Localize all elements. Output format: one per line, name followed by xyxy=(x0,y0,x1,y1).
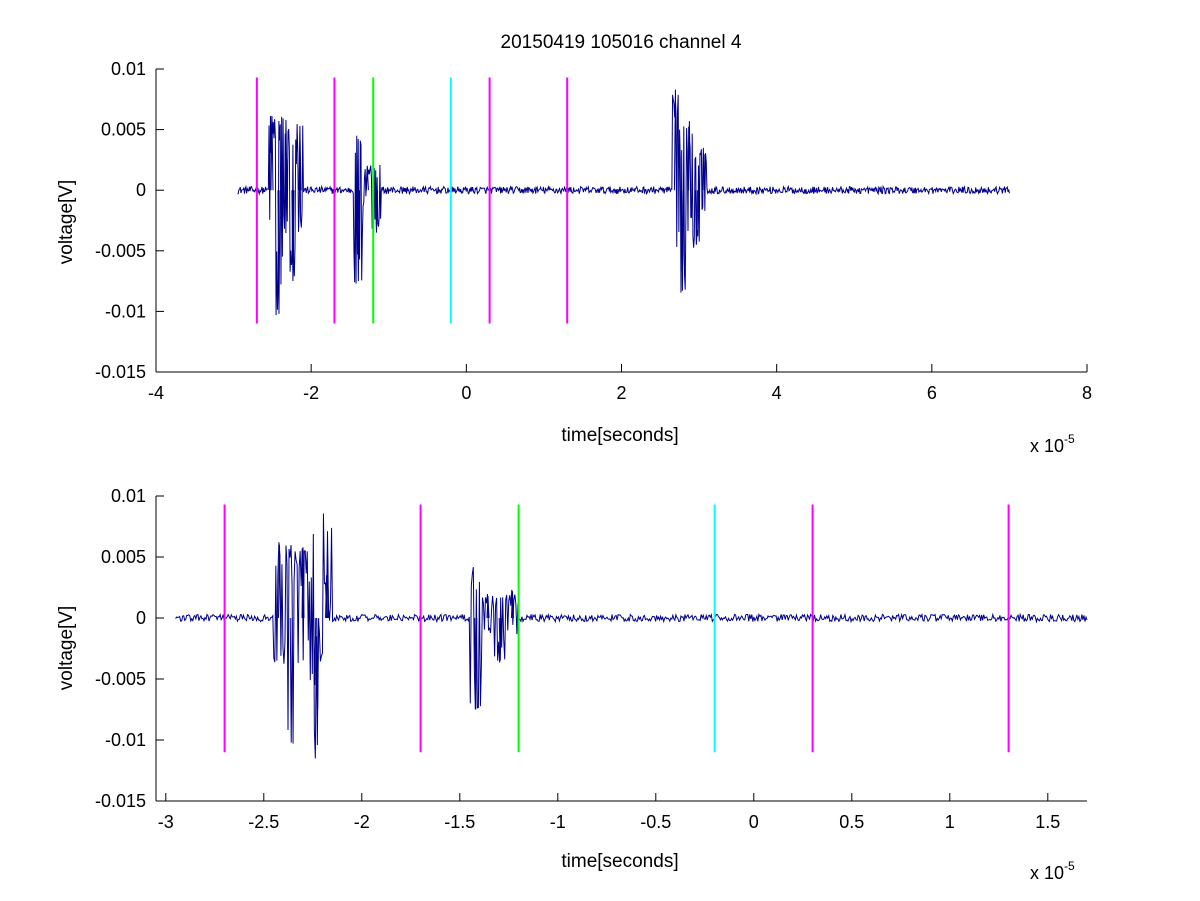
bottom-plot-xtick-label: 1.5 xyxy=(1035,812,1060,832)
bottom-plot-xtick-label: -2 xyxy=(354,812,370,832)
bottom-plot-signal-line xyxy=(175,513,1088,759)
top-plot-xtick-label: -4 xyxy=(148,383,164,403)
top-plot-xtick-label: 8 xyxy=(1082,383,1092,403)
bottom-plot-ytick-label: -0.015 xyxy=(95,791,146,811)
top-plot-xlabel: time[seconds] xyxy=(561,425,678,446)
bottom-plot-ytick-label: 0 xyxy=(136,608,146,628)
bottom-plot-xtick-label: 0 xyxy=(749,812,759,832)
bottom-plot-x-exponent-base: x 10 xyxy=(1030,863,1064,883)
top-plot-x-exponent-base: x 10 xyxy=(1030,436,1064,456)
bottom-plot-xtick-label: 0.5 xyxy=(839,812,864,832)
top-plot-ytick-label: 0.005 xyxy=(101,120,146,140)
bottom-plot-axis-frame xyxy=(155,496,1087,802)
top-plot-ytick-label: -0.015 xyxy=(95,362,146,382)
bottom-plot-ytick-label: 0.005 xyxy=(101,547,146,567)
bottom-plot-ytick-label: -0.005 xyxy=(95,669,146,689)
top-plot-ylabel: voltage[V] xyxy=(56,180,77,265)
bottom-plot-xtick-label: -0.5 xyxy=(640,812,671,832)
top-plot-x-exponent: x 10-5 xyxy=(1030,432,1075,456)
bottom-plot-ylabel: voltage[V] xyxy=(56,606,77,691)
bottom-plot: -3 -2.5 -2 -1.5 -1 -0.5 0 0.5 1 1.5 -0.015 -0.01 -0.… xyxy=(56,486,1088,883)
bottom-plot-xtick-label: -1 xyxy=(550,812,566,832)
top-plot-ytick-label: 0 xyxy=(136,180,146,200)
top-plot-xtick-label: 4 xyxy=(772,383,782,403)
bottom-plot-ticks: -3 -2.5 -2 -1.5 -1 -0.5 0 0.5 1 1.5 -0.015 -0.01 -0.… xyxy=(95,486,1060,832)
bottom-plot-xtick-label: -2.5 xyxy=(248,812,279,832)
bottom-plot-ytick-label: 0.01 xyxy=(111,486,146,506)
top-plot-xtick-label: 2 xyxy=(616,383,626,403)
top-plot: -4 -2 0 2 4 6 8 -0.015 -0.01 -0.005 0 0.005 0.01 tim… xyxy=(56,59,1092,456)
top-plot-signal-line xyxy=(237,94,1010,316)
bottom-plot-ytick-label: -0.01 xyxy=(105,730,146,750)
top-plot-xtick-label: 0 xyxy=(461,383,471,403)
top-plot-ytick-label: -0.005 xyxy=(95,241,146,261)
top-plot-xtick-label: 6 xyxy=(927,383,937,403)
bottom-plot-marks xyxy=(175,504,1088,759)
top-plot-marks xyxy=(237,77,1010,324)
bottom-plot-xtick-label: -1.5 xyxy=(444,812,475,832)
bottom-plot-x-exponent: x 10-5 xyxy=(1030,859,1075,883)
bottom-plot-x-exponent-power: -5 xyxy=(1064,859,1075,873)
figure-title: 20150419 105016 channel 4 xyxy=(501,32,742,53)
top-plot-ytick-label: 0.01 xyxy=(111,59,146,79)
bottom-plot-signal-spike xyxy=(289,617,293,743)
top-plot-ticks: -4 -2 0 2 4 6 8 -0.015 -0.01 -0.005 0 0.005 0.01 xyxy=(95,59,1092,403)
top-plot-x-exponent-power: -5 xyxy=(1064,432,1075,446)
bottom-plot-xtick-label: 1 xyxy=(945,812,955,832)
bottom-plot-xlabel: time[seconds] xyxy=(561,851,678,872)
top-plot-ytick-label: -0.01 xyxy=(105,301,146,321)
top-plot-xtick-label: -2 xyxy=(303,383,319,403)
bottom-plot-xtick-label: -3 xyxy=(158,812,174,832)
